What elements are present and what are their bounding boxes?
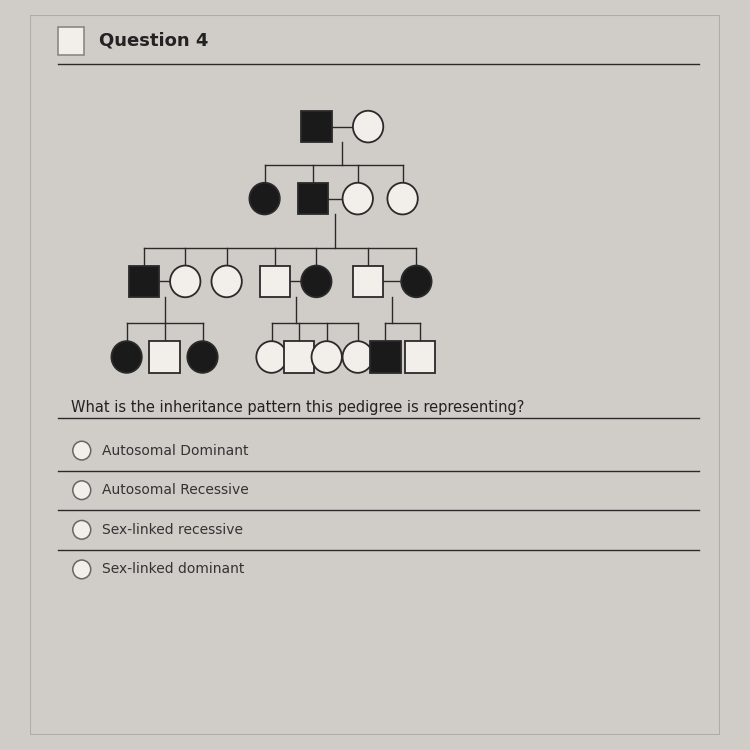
Circle shape — [211, 266, 242, 297]
FancyBboxPatch shape — [284, 341, 314, 373]
FancyBboxPatch shape — [298, 183, 328, 214]
Text: Autosomal Dominant: Autosomal Dominant — [103, 443, 249, 458]
FancyBboxPatch shape — [405, 341, 435, 373]
Circle shape — [250, 183, 280, 214]
Circle shape — [73, 481, 91, 500]
Text: Question 4: Question 4 — [99, 32, 208, 50]
Circle shape — [302, 266, 332, 297]
FancyBboxPatch shape — [58, 27, 84, 55]
Text: What is the inheritance pattern this pedigree is representing?: What is the inheritance pattern this ped… — [71, 400, 525, 416]
Circle shape — [343, 183, 373, 214]
Circle shape — [73, 560, 91, 579]
FancyBboxPatch shape — [353, 266, 383, 297]
Circle shape — [343, 341, 373, 373]
Text: Sex-linked dominant: Sex-linked dominant — [103, 562, 244, 577]
Circle shape — [73, 441, 91, 460]
FancyBboxPatch shape — [149, 341, 180, 373]
Circle shape — [188, 341, 218, 373]
FancyBboxPatch shape — [260, 266, 290, 297]
FancyBboxPatch shape — [370, 341, 400, 373]
Circle shape — [170, 266, 200, 297]
Text: Sex-linked recessive: Sex-linked recessive — [103, 523, 244, 537]
Circle shape — [388, 183, 418, 214]
FancyBboxPatch shape — [302, 111, 332, 142]
Text: Autosomal Recessive: Autosomal Recessive — [103, 483, 249, 497]
Circle shape — [112, 341, 142, 373]
Circle shape — [353, 111, 383, 142]
Circle shape — [256, 341, 286, 373]
Circle shape — [401, 266, 431, 297]
Circle shape — [73, 520, 91, 539]
FancyBboxPatch shape — [129, 266, 159, 297]
Circle shape — [311, 341, 342, 373]
